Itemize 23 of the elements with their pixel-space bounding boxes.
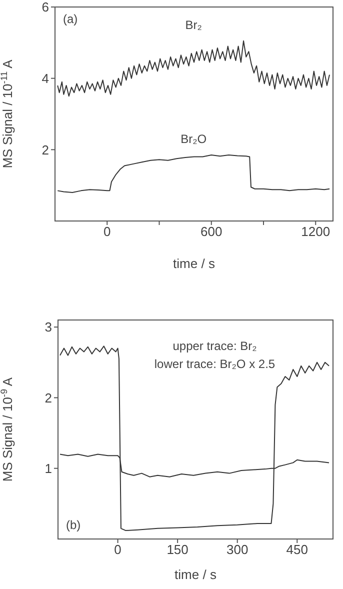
annotation: (a) — [63, 12, 78, 26]
annotation: (b) — [66, 518, 81, 532]
x-tick-label: 450 — [286, 542, 308, 558]
series-label: Br₂ — [185, 18, 202, 32]
annotation: upper trace: Br₂ — [172, 339, 258, 353]
line-series — [57, 40, 330, 97]
x-axis-title: time / s — [173, 256, 216, 271]
annotation: lower trace: Br₂O x 2.5 — [154, 357, 276, 371]
y-tick-label: 3 — [44, 320, 52, 335]
y-tick-label: 1 — [44, 460, 52, 476]
x-tick-label: 0 — [114, 542, 122, 558]
y-tick-label: 4 — [42, 70, 49, 86]
y-tick-label: 6 — [42, 0, 49, 15]
x-axis-title: time / s — [174, 567, 217, 582]
y-tick-label: 2 — [44, 390, 52, 406]
x-tick-label: 0 — [104, 224, 111, 240]
line-series — [57, 154, 330, 193]
x-tick-label: 600 — [200, 224, 222, 240]
y-tick-label: 2 — [42, 142, 49, 158]
x-tick-label: 1200 — [301, 224, 330, 240]
x-tick-label: 150 — [166, 542, 188, 558]
series-label: Br₂O — [180, 132, 207, 146]
x-tick-label: 300 — [226, 542, 248, 558]
